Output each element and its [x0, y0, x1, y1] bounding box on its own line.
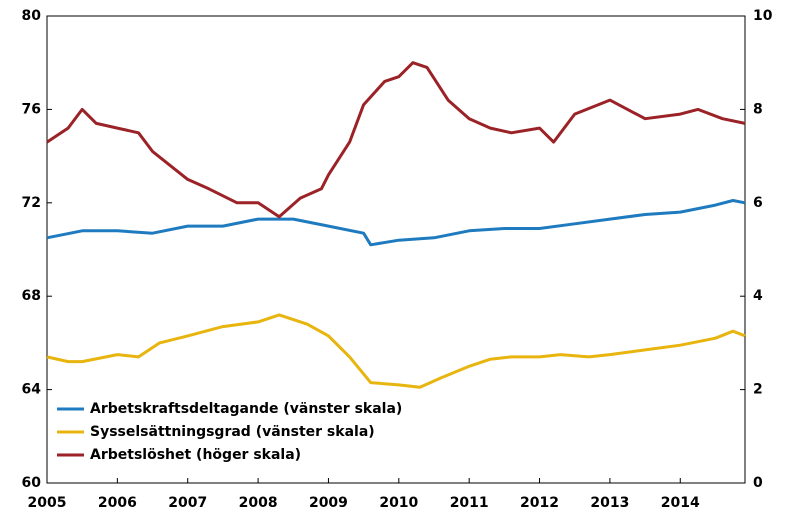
plot-frame — [46, 15, 746, 484]
x-tick-label: 2009 — [309, 495, 348, 511]
legend-label: Arbetslöshet (höger skala) — [90, 447, 301, 463]
x-tick-label: 2007 — [168, 495, 207, 511]
legend-label: Arbetskraftsdeltagande (vänster skala) — [90, 401, 402, 417]
x-tick-label: 2010 — [379, 495, 418, 511]
x-tick-label: 2011 — [450, 495, 489, 511]
x-tick-label: 2014 — [661, 495, 700, 511]
legend-label: Sysselsättningsgrad (vänster skala) — [90, 424, 375, 440]
x-tick-label: 2012 — [520, 495, 559, 511]
y-tick-label: 60 — [22, 475, 42, 491]
x-tick-label: 2013 — [590, 495, 629, 511]
x-tick-label: 2006 — [98, 495, 137, 511]
series-line — [46, 61, 746, 219]
y-tick-label: 76 — [22, 101, 41, 117]
y-tick-label: 64 — [22, 382, 42, 398]
y2-tick-label: 2 — [753, 382, 763, 398]
y2-tick-label: 10 — [753, 8, 773, 24]
y-tick-label: 80 — [22, 8, 42, 24]
y-tick-label: 68 — [22, 288, 41, 304]
x-tick-label: 2005 — [28, 495, 67, 511]
y-tick-label: 72 — [22, 195, 41, 211]
y2-tick-label: 0 — [753, 475, 763, 491]
x-tick-label: 2008 — [239, 495, 278, 511]
y2-tick-label: 4 — [753, 288, 763, 304]
series-line — [46, 313, 746, 389]
y2-tick-label: 8 — [753, 101, 763, 117]
series-line — [46, 199, 746, 247]
y2-tick-label: 6 — [753, 195, 763, 211]
